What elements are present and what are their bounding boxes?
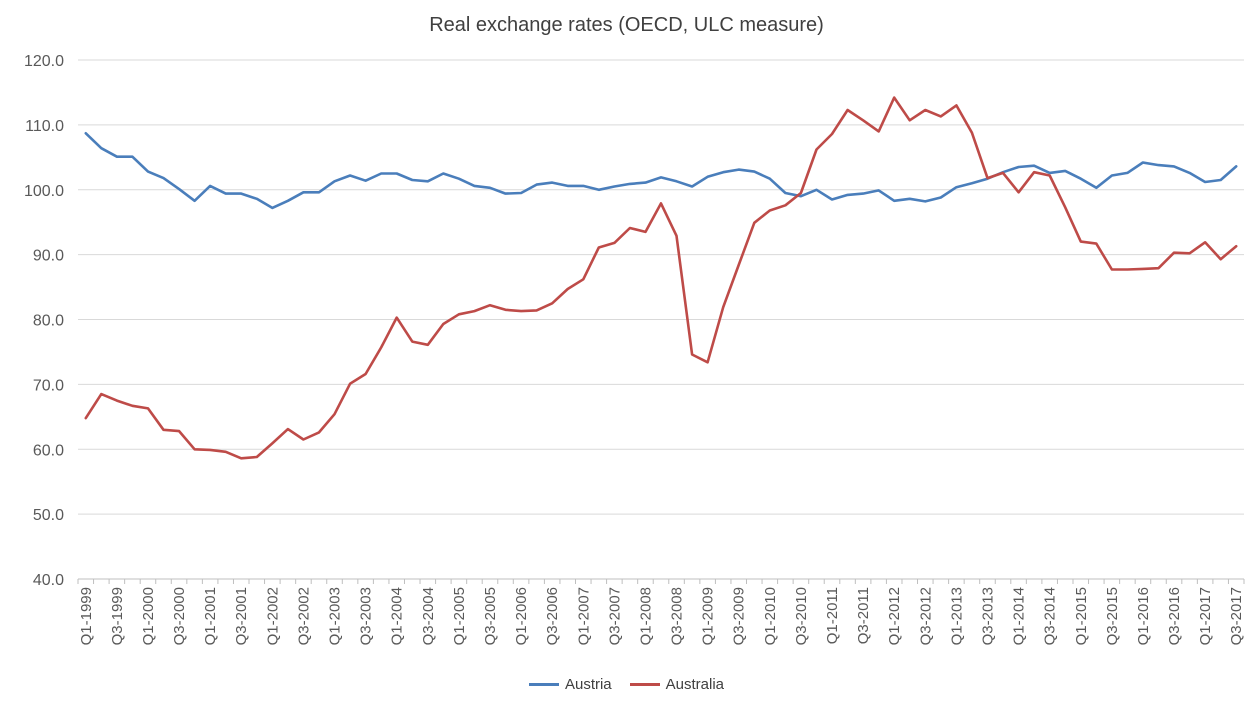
x-tick-label: Q3-2012 [917, 587, 934, 645]
x-tick-label: Q1-2017 [1197, 587, 1214, 645]
x-tick-label: Q3-2009 [731, 587, 748, 645]
x-tick-label: Q3-2000 [171, 587, 188, 645]
y-tick-label: 40.0 [33, 572, 64, 589]
y-tick-label: 80.0 [33, 313, 64, 330]
x-tick-label: Q1-2011 [824, 587, 841, 644]
x-tick-label: Q3-2007 [606, 587, 623, 645]
x-tick-label: Q1-2010 [762, 587, 779, 645]
chart-legend: Austria Australia [0, 676, 1253, 693]
x-tick-label: Q3-2008 [669, 587, 686, 645]
x-tick-label: Q1-2007 [575, 587, 592, 645]
legend-label: Austria [564, 676, 612, 693]
chart-title: Real exchange rates (OECD, ULC measure) [429, 14, 824, 36]
y-tick-label: 100.0 [24, 183, 64, 200]
y-tick-label: 90.0 [33, 248, 64, 265]
y-tick-label: 110.0 [25, 118, 64, 135]
x-tick-label: Q3-2005 [482, 587, 499, 645]
legend-swatch [528, 683, 559, 686]
x-tick-label: Q3-2015 [1104, 587, 1121, 645]
x-tick-label: Q3-2014 [1042, 587, 1059, 645]
x-tick-label: Q3-2017 [1228, 587, 1245, 645]
legend-item-australia: Australia [629, 676, 725, 693]
x-tick-label: Q3-2010 [793, 587, 810, 645]
x-tick-label: Q3-2016 [1166, 587, 1183, 645]
x-tick-label: Q1-2006 [513, 587, 530, 645]
x-tick-label: Q3-2013 [979, 587, 996, 645]
x-tick-label: Q1-1999 [78, 587, 95, 645]
y-tick-label: 120.0 [24, 53, 64, 70]
x-tick-label: Q3-2001 [233, 587, 250, 645]
x-tick-label: Q1-2015 [1073, 587, 1090, 645]
x-tick-label: Q1-2000 [140, 587, 157, 645]
x-tick-label: Q1-2012 [886, 587, 903, 645]
x-tick-label: Q1-2013 [948, 587, 965, 645]
x-tick-label: Q1-2005 [451, 587, 468, 645]
y-tick-label: 60.0 [33, 442, 64, 459]
x-tick-label: Q1-2016 [1135, 587, 1152, 645]
x-tick-label: Q3-1999 [109, 587, 126, 645]
y-tick-label: 70.0 [33, 377, 64, 394]
series-line-austria [84, 132, 1238, 210]
legend-swatch [629, 683, 660, 686]
series-line-australia [84, 96, 1238, 460]
x-tick-label: Q3-2003 [358, 587, 375, 645]
legend-item-austria: Austria [528, 676, 612, 693]
y-tick-label: 50.0 [33, 507, 64, 524]
legend-label: Australia [665, 676, 725, 693]
x-tick-label: Q1-2008 [637, 587, 654, 645]
x-tick-label: Q1-2009 [700, 587, 717, 645]
x-tick-label: Q1-2004 [389, 587, 406, 645]
x-tick-label: Q3-2006 [544, 587, 561, 645]
x-tick-label: Q1-2014 [1011, 587, 1028, 645]
x-tick-label: Q1-2002 [264, 587, 281, 645]
x-tick-label: Q3-2002 [295, 587, 312, 645]
x-tick-label: Q3-2011 [855, 587, 872, 644]
x-tick-label: Q1-2001 [202, 587, 219, 645]
x-tick-label: Q3-2004 [420, 587, 437, 645]
x-tick-label: Q1-2003 [327, 587, 344, 645]
